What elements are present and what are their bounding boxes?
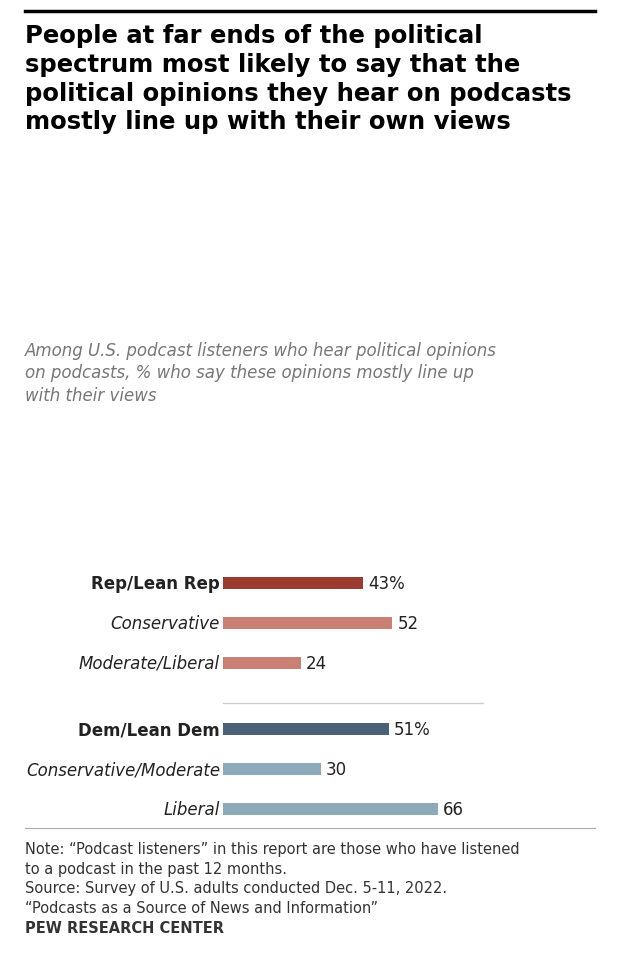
Text: Liberal: Liberal xyxy=(164,801,220,819)
Text: 51%: 51% xyxy=(394,721,431,738)
Bar xyxy=(223,657,301,669)
Text: Conservative/Moderate: Conservative/Moderate xyxy=(26,760,220,778)
Text: 66: 66 xyxy=(443,801,464,819)
Text: Among U.S. podcast listeners who hear political opinions
on podcasts, % who say : Among U.S. podcast listeners who hear po… xyxy=(25,341,497,405)
Text: 52: 52 xyxy=(397,614,419,632)
Text: People at far ends of the political
spectrum most likely to say that the
politic: People at far ends of the political spec… xyxy=(25,24,571,135)
Bar xyxy=(223,803,438,816)
Text: 43%: 43% xyxy=(368,574,405,592)
Bar xyxy=(223,724,389,735)
Text: Dem/Lean Dem: Dem/Lean Dem xyxy=(78,721,220,738)
Bar xyxy=(223,617,392,628)
Bar xyxy=(223,577,363,589)
Text: Conservative: Conservative xyxy=(110,614,220,632)
Text: Note: “Podcast listeners” in this report are those who have listened
to a podcas: Note: “Podcast listeners” in this report… xyxy=(25,841,520,915)
Text: PEW RESEARCH CENTER: PEW RESEARCH CENTER xyxy=(25,920,224,935)
Text: Rep/Lean Rep: Rep/Lean Rep xyxy=(91,574,220,592)
Bar xyxy=(223,763,321,776)
Text: 30: 30 xyxy=(326,760,347,778)
Text: Moderate/Liberal: Moderate/Liberal xyxy=(79,653,220,672)
Text: 24: 24 xyxy=(306,653,327,672)
